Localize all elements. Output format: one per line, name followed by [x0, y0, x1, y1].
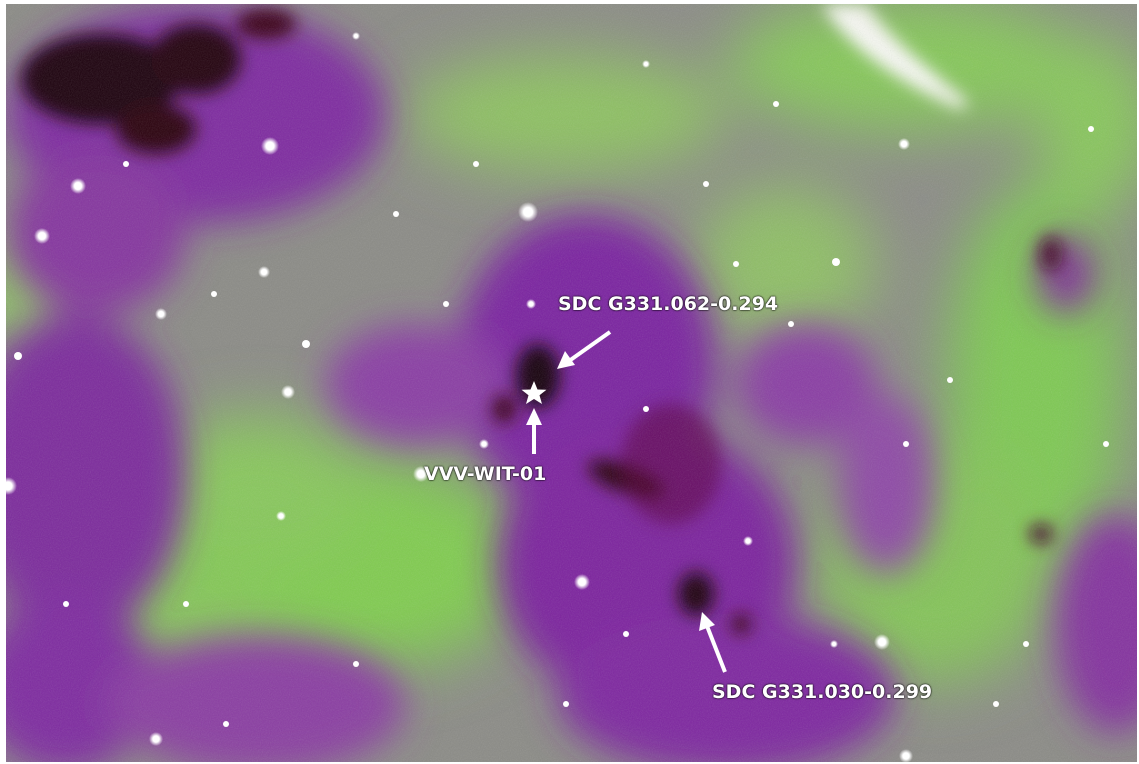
star-field	[6, 32, 1109, 762]
sky-field	[6, 4, 1137, 762]
astronomical-image: SDC G331.062-0.294 VVV-WIT-01 SDC G331.0…	[6, 4, 1137, 762]
arrow-north-cloud-icon	[557, 330, 612, 369]
label-star-source: VVV-WIT-01	[424, 463, 547, 485]
grain	[6, 4, 1137, 762]
arrow-star-icon	[526, 408, 542, 454]
star-marker-icon	[521, 381, 547, 404]
label-north-cloud: SDC G331.062-0.294	[558, 293, 779, 315]
label-south-cloud: SDC G331.030-0.299	[712, 681, 933, 703]
arrow-south-cloud-icon	[699, 612, 727, 673]
